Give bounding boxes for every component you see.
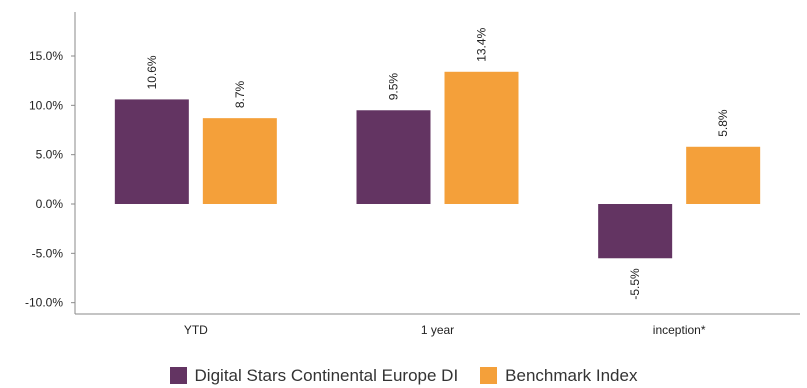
legend-label-benchmark: Benchmark Index — [505, 365, 638, 385]
bar-fund — [356, 110, 431, 204]
data-label: -5.5% — [628, 268, 642, 300]
data-labels: 10.6% 8.7% 9.5% 13.4% -5.5% 5.8% — [145, 27, 730, 299]
bar-fund — [598, 204, 673, 259]
x-tick-label: inception* — [653, 323, 706, 337]
legend-swatch-fund — [169, 367, 187, 384]
bar-benchmark — [444, 71, 519, 204]
data-label: 10.6% — [145, 55, 159, 89]
data-label: 9.5% — [387, 73, 401, 101]
legend-item-benchmark: Benchmark Index — [480, 366, 637, 386]
y-tick-label: -5.0% — [32, 246, 64, 260]
bar-fund — [114, 99, 189, 204]
x-tick-label: YTD — [184, 323, 208, 337]
bar-benchmark — [202, 118, 277, 204]
bar-benchmark — [686, 146, 761, 204]
data-label: 5.8% — [716, 109, 730, 137]
legend-swatch-benchmark — [480, 367, 498, 384]
y-tick-label: 0.0% — [36, 197, 64, 211]
y-axis-ticks: 15.0% 10.0% 5.0% 0.0% -5.0% -10.0% — [25, 49, 75, 310]
bar-series — [114, 71, 761, 259]
data-label: 13.4% — [475, 27, 489, 61]
data-label: 8.7% — [233, 80, 247, 108]
chart-legend: Digital Stars Continental Europe DI Benc… — [0, 363, 807, 388]
y-tick-label: 10.0% — [29, 98, 63, 112]
y-tick-label: 5.0% — [36, 148, 64, 162]
x-axis-ticks: YTD 1 year inception* — [184, 323, 706, 337]
y-tick-label: -10.0% — [25, 296, 63, 310]
x-tick-label: 1 year — [421, 323, 454, 337]
legend-item-fund: Digital Stars Continental Europe DI — [169, 365, 459, 386]
legend-label-fund: Digital Stars Continental Europe DI — [194, 365, 459, 385]
y-tick-label: 15.0% — [29, 49, 63, 63]
